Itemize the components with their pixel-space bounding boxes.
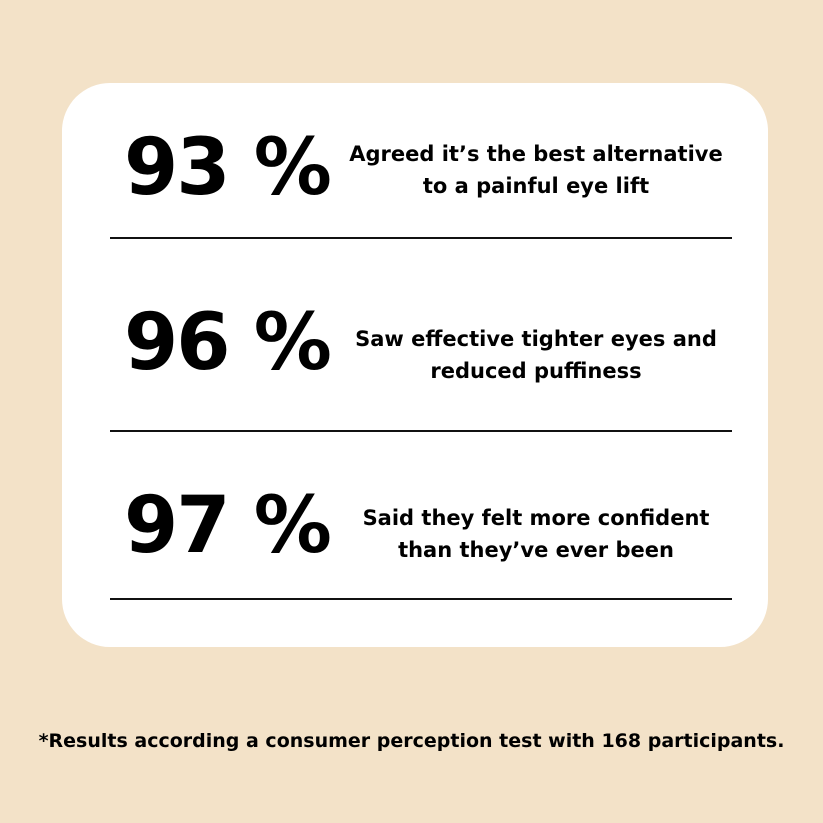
divider: [110, 430, 732, 432]
stat-text: Saw effective tighter eyes and reduced p…: [355, 327, 717, 383]
stats-card: 93 % Agreed it’s the best alternative to…: [62, 83, 768, 647]
stat-value: 96 %: [124, 298, 332, 388]
stat-row: 93 % Agreed it’s the best alternative to…: [110, 118, 732, 238]
divider: [110, 237, 732, 239]
divider: [110, 598, 732, 600]
stat-row: 97 % Said they felt more confident than …: [110, 476, 732, 596]
stat-text: Said they felt more confident than they’…: [362, 506, 710, 562]
footnote: *Results according a consumer perception…: [38, 730, 785, 752]
stat-row: 96 % Saw effective tighter eyes and redu…: [110, 293, 732, 413]
stat-text: Agreed it’s the best alternative to a pa…: [349, 142, 723, 198]
stat-value: 97 %: [124, 481, 332, 571]
stat-value: 93 %: [124, 123, 332, 213]
